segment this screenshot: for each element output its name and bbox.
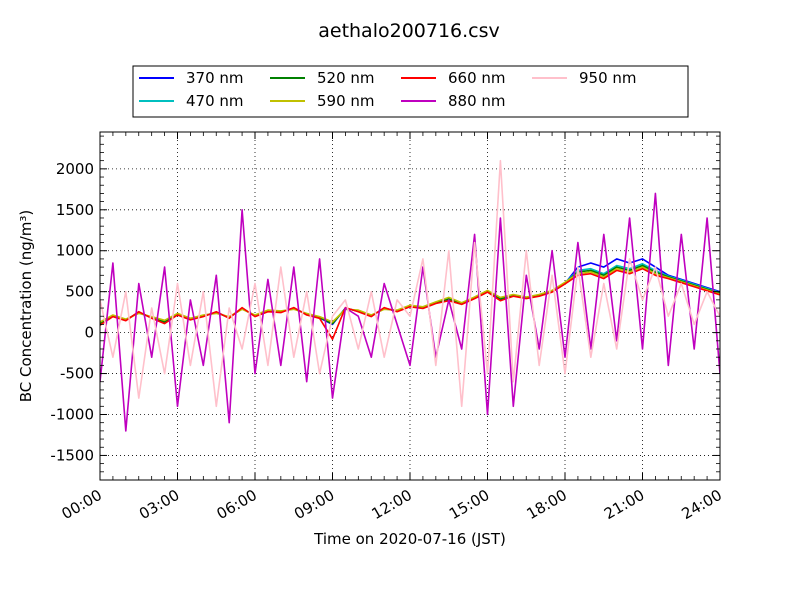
y-tick-label: 0 <box>84 324 94 342</box>
grid <box>100 132 720 480</box>
series-line-590-nm <box>100 266 720 323</box>
legend-box <box>132 65 689 118</box>
legend-label: 470 nm <box>186 92 244 110</box>
series-line-950-nm <box>100 159 720 408</box>
y-axis-label: BC Concentration (ng/m³) <box>17 210 35 403</box>
y-tick-label: 2000 <box>56 160 94 178</box>
y-tick-label: 1500 <box>56 201 94 219</box>
legend-label: 660 nm <box>448 69 506 87</box>
legend-items: 370 nm 470 nm 520 nm 590 nm 660 nm 880 nm 950 … <box>139 69 637 110</box>
legend: 370 nm 470 nm 520 nm 590 nm 660 nm 880 nm 950 … <box>132 65 689 118</box>
legend-label: 370 nm <box>186 69 244 87</box>
y-tick-label: 1000 <box>56 242 94 260</box>
legend-label: 590 nm <box>317 92 375 110</box>
legend-label: 950 nm <box>579 69 637 87</box>
y-tick-label: 500 <box>65 283 94 301</box>
chart-title: aethalo200716.csv <box>318 20 500 42</box>
y-tick-label: -1500 <box>50 446 94 464</box>
legend-label: 520 nm <box>317 69 375 87</box>
series-line-880-nm <box>100 192 720 432</box>
series-line-660-nm <box>100 267 720 341</box>
x-axis-label: Time on 2020-07-16 (JST) <box>313 530 506 548</box>
axis-ticks <box>99 132 721 480</box>
legend-label: 880 nm <box>448 92 506 110</box>
y-tick-label: -1000 <box>50 405 94 423</box>
series-lines <box>100 159 720 432</box>
y-tick-labels: -1500 -1000 -500 0 500 1000 1500 2000 <box>50 160 94 465</box>
y-tick-label: -500 <box>60 365 94 383</box>
